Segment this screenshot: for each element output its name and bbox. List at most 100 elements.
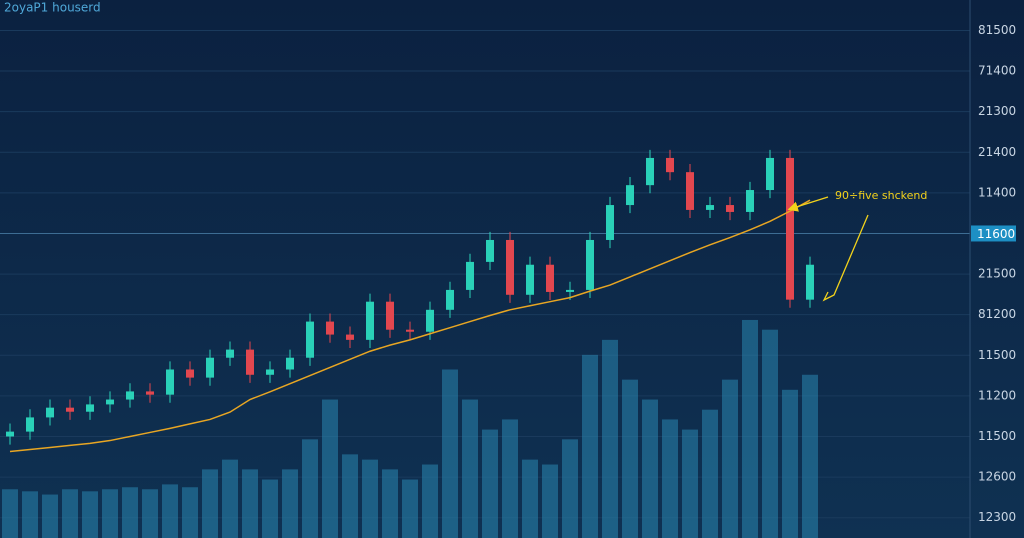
candle-body [566,289,574,292]
volume-bar [322,399,338,538]
volume-layer [2,319,818,538]
volume-bar [122,487,138,538]
candle-body [746,190,754,212]
candle-body [26,417,34,432]
candle-body [6,431,14,437]
candle-body [766,157,774,191]
candle-body [666,157,674,173]
candle-body [226,349,234,358]
candle-body [246,349,254,375]
y-tick-label: 11500 [978,348,1016,362]
candle-body [366,301,374,340]
volume-bar [542,464,558,538]
candle-body [506,239,514,295]
volume-bar [22,491,38,538]
annotation: 90÷five shckend [835,189,927,202]
volume-bar [722,379,738,538]
candle-body [306,321,314,358]
candle-body [326,321,334,335]
volume-bar [702,409,718,538]
candle-body [726,205,734,212]
volume-bar [802,374,818,538]
volume-bar [622,379,638,538]
volume-bar [422,464,438,538]
candle-body [386,301,394,330]
y-tick-label: 21300 [978,104,1016,118]
volume-bar [302,439,318,538]
y-tick-label: 11400 [978,185,1016,199]
volume-bar [442,369,458,538]
chart-title: 2oyaP1 houserd [4,1,101,15]
volume-bar [482,429,498,538]
candle-body [446,289,454,310]
y-tick-label: 21400 [978,145,1016,159]
volume-bar [202,469,218,538]
volume-bar [522,459,538,538]
candle-body [66,407,74,412]
volume-bar [382,469,398,538]
candle-body [646,157,654,186]
volume-bar [742,319,758,538]
candle-body [526,264,534,295]
candle-body [466,261,474,290]
candle-body [106,399,114,405]
candle-body [406,329,414,332]
volume-bar [42,494,58,538]
volume-bar [62,489,78,538]
volume-bar [562,439,578,538]
y-tick-label: 21500 [978,267,1016,281]
candle-body [786,157,794,300]
volume-bar [82,491,98,538]
candle-body [686,172,694,210]
price-label: 11600 [977,227,1015,241]
volume-bar [602,339,618,538]
volume-bar [682,429,698,538]
y-tick-label: 12300 [978,510,1016,524]
volume-bar [162,484,178,538]
y-tick-label: 81500 [978,23,1016,37]
candle-body [86,404,94,412]
candle-body [346,334,354,340]
annotation-arrow [787,196,829,212]
candle-body [586,239,594,290]
y-tick-label: 12600 [978,470,1016,484]
volume-bar [582,354,598,538]
y-tick-label: 71400 [978,64,1016,78]
candle-layer [6,149,814,453]
volume-bar [102,489,118,538]
candle-body [606,205,614,240]
candle-body [286,357,294,370]
candle-body [426,309,434,332]
candle-body [206,357,214,378]
volume-bar [462,399,478,538]
moving-average [9,199,811,453]
volume-bar [502,419,518,538]
y-tick-label: 11500 [978,429,1016,443]
volume-bar [2,489,18,538]
volume-bar [362,459,378,538]
candle-body [166,369,174,395]
volume-bar [402,479,418,538]
candle-body [46,407,54,418]
candle-body [806,264,814,300]
candle-body [706,205,714,210]
candle-body [266,369,274,375]
volume-bar [242,469,258,538]
y-tick-label: 11200 [978,388,1016,402]
volume-bar [182,487,198,538]
candle-body [546,264,554,292]
volume-bar [342,454,358,538]
price-label-box [971,225,1016,242]
volume-bar [642,399,658,538]
annotation-pointer [822,214,869,302]
volume-bar [762,329,778,538]
y-tick-label: 81200 [978,307,1016,321]
volume-bar [782,389,798,538]
volume-bar [142,489,158,538]
candle-body [186,369,194,378]
candle-body [486,239,494,262]
volume-bar [662,419,678,538]
candle-body [626,185,634,206]
